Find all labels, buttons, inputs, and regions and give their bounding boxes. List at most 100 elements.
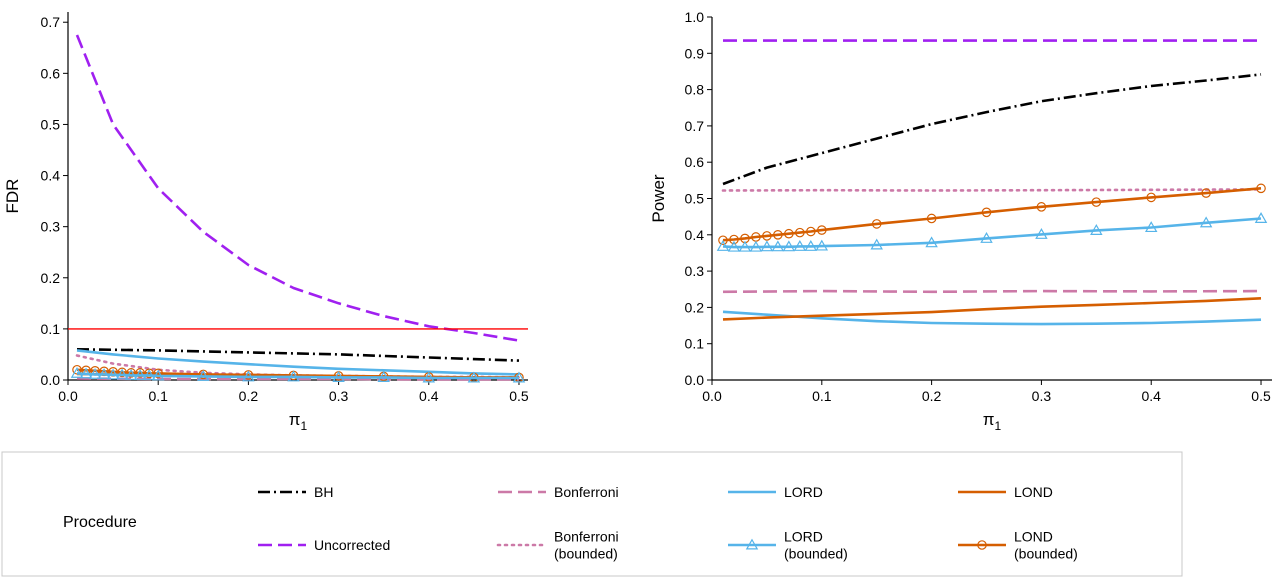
fdr-series-lordbounded — [70, 366, 526, 383]
legend-label-uncorrected: Uncorrected — [314, 537, 390, 553]
power-point-lordbounded — [771, 240, 785, 252]
fdr-point-lordbounded — [70, 366, 84, 378]
fdr-point-londbounded — [135, 368, 145, 378]
power-point-londbounded — [784, 228, 794, 239]
fdr-point-lordbounded — [133, 368, 147, 380]
fdr-point-lordbounded — [512, 371, 526, 383]
power-y-tick-label: 0.1 — [685, 336, 705, 352]
power-x-tick-label: 0.0 — [702, 388, 722, 404]
fdr-y-tick-label: 0.0 — [41, 372, 61, 388]
legend-item-uncorrected: Uncorrected — [258, 537, 390, 553]
legend-label-bonf: Bonferroni — [554, 484, 619, 500]
legend-label-lord: LORD — [784, 484, 823, 500]
legend-title: Procedure — [63, 514, 137, 531]
power-point-lordbounded — [782, 240, 796, 252]
power-x-tick-label: 0.3 — [1032, 388, 1052, 404]
power-y-tick-label: 0.4 — [685, 227, 705, 243]
power-line-bonfbounded — [721, 188, 1263, 192]
power-point-lordbounded — [749, 240, 763, 252]
power-point-lordbounded — [815, 239, 829, 251]
legend-label-lond: LOND — [1014, 484, 1053, 500]
power-y-tick-label: 1.0 — [685, 9, 705, 25]
power-series-londbounded — [718, 183, 1266, 246]
fdr-x-axis-label: π1 — [289, 410, 308, 433]
power-y-tick-label: 0.7 — [685, 118, 705, 134]
legend-item-lond: LOND — [958, 484, 1053, 500]
fdr-x-tick-label: 0.3 — [329, 388, 349, 404]
power-point-londbounded — [981, 207, 992, 218]
fdr-point-lordbounded — [97, 367, 111, 379]
fdr-line-lordbounded — [76, 372, 519, 380]
fdr-series-lord — [76, 349, 520, 376]
legend-item-lord: LORD — [728, 484, 823, 500]
legend-marker-lordbounded — [745, 538, 759, 550]
power-y-tick-label: 0.2 — [685, 299, 705, 315]
fdr-y-tick-label: 0.4 — [41, 168, 61, 184]
fdr-point-londbounded — [126, 368, 136, 378]
power-x-tick-label: 0.5 — [1251, 388, 1271, 404]
power-point-londbounded — [871, 219, 882, 229]
fdr-x-tick-label: 0.5 — [509, 388, 529, 404]
power-point-lordbounded — [716, 240, 730, 251]
fdr-point-lordbounded — [115, 368, 129, 380]
fdr-y-tick-label: 0.5 — [41, 116, 61, 132]
fdr-line-uncorrected — [75, 34, 520, 342]
power-point-lordbounded — [925, 236, 938, 248]
fdr-x-tick-label: 0.4 — [419, 388, 439, 404]
power-y-tick-label: 0.8 — [685, 82, 705, 98]
fdr-x-tick-label: 0.1 — [148, 388, 168, 404]
fdr-line-bh — [76, 348, 520, 362]
fdr-point-lordbounded — [106, 368, 120, 380]
power-point-lordbounded — [1035, 228, 1048, 239]
power-point-londbounded — [1201, 188, 1211, 198]
power-y-tick-label: 0.3 — [685, 263, 705, 279]
power-series-lord — [722, 310, 1262, 326]
power-point-londbounded — [718, 235, 728, 246]
fdr-point-lordbounded — [467, 371, 481, 383]
fdr-point-lordbounded — [79, 367, 93, 379]
fdr-point-lordbounded — [197, 370, 210, 381]
fdr-point-lordbounded — [332, 371, 345, 382]
fdr-chart: 0.0 0.1 0.2 0.3 0.4 0.5 0.6 0.7 0.0 0.1 0.2 0.3 0.4 0… — [3, 12, 529, 433]
legend-item-bonf: Bonferroni — [498, 484, 619, 500]
legend-box — [1, 451, 1183, 577]
legend-item-lordbounded: LORD (bounded) — [728, 529, 848, 562]
fdr-y-tick-label: 0.6 — [41, 65, 61, 81]
legend-item-bh: BH — [258, 484, 333, 500]
power-point-londbounded — [773, 230, 783, 240]
fdr-point-londbounded — [153, 368, 163, 379]
power-x-tick-label: 0.1 — [812, 388, 832, 404]
power-point-londbounded — [729, 234, 739, 245]
power-point-londbounded — [1146, 192, 1157, 203]
fdr-point-londbounded — [117, 367, 127, 378]
fdr-point-lordbounded — [124, 368, 138, 380]
power-point-londbounded — [795, 227, 805, 238]
power-x-axis-label: π1 — [983, 410, 1002, 433]
power-series-lordbounded — [716, 212, 1268, 252]
power-line-bh — [722, 73, 1262, 186]
power-point-lordbounded — [804, 240, 818, 251]
power-series-bonfbounded — [721, 188, 1263, 192]
fdr-series-bh — [76, 348, 520, 362]
power-point-londbounded — [926, 213, 937, 224]
power-point-lordbounded — [1254, 212, 1268, 223]
power-series-lond — [722, 297, 1262, 321]
power-series-bonf — [722, 289, 1262, 294]
power-series-bh — [722, 73, 1262, 186]
power-line-lord — [722, 310, 1262, 326]
power-point-londbounded — [1256, 183, 1266, 194]
fdr-point-lordbounded — [142, 368, 156, 380]
power-y-axis-label: Power — [649, 174, 668, 223]
power-point-lordbounded — [980, 232, 993, 243]
power-point-londbounded — [817, 225, 827, 235]
fdr-point-lordbounded — [422, 371, 436, 383]
legend-label-bonfbounded: Bonferroni (bounded) — [554, 529, 619, 562]
power-point-londbounded — [762, 231, 772, 241]
power-line-londbounded — [722, 187, 1262, 242]
power-point-londbounded — [1036, 202, 1047, 212]
power-point-lordbounded — [738, 240, 752, 252]
power-point-lordbounded — [727, 240, 741, 252]
fdr-point-lordbounded — [287, 370, 300, 382]
